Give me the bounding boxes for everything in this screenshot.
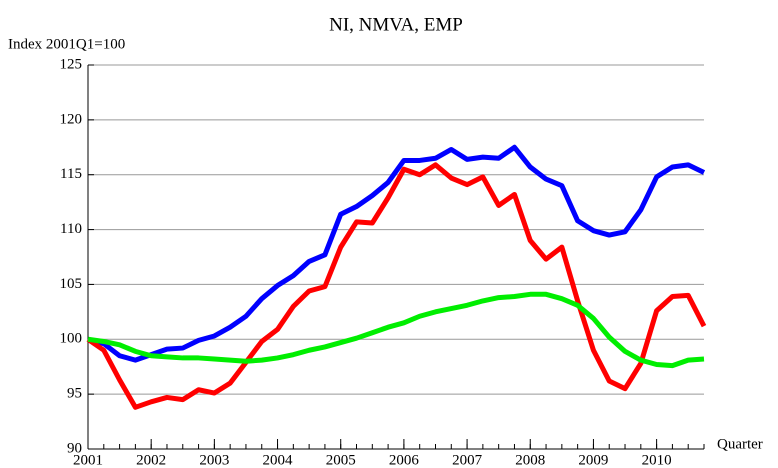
chart-title: NI, NMVA, EMP <box>329 14 463 35</box>
x-tick-label: 2007 <box>452 452 483 468</box>
x-tick-label: 2005 <box>326 452 356 468</box>
x-tick-label: 2009 <box>578 452 608 468</box>
x-tick-label: 2008 <box>515 452 545 468</box>
series-line <box>86 162 707 410</box>
y-tick-label: 115 <box>60 166 82 182</box>
y-tick-label: 125 <box>60 56 83 72</box>
x-tick-label: 2003 <box>199 452 229 468</box>
y-tick-label: 95 <box>67 386 82 402</box>
y-tick-label: 90 <box>67 440 82 456</box>
series-line <box>87 291 705 369</box>
x-tick-label: 2004 <box>263 452 294 468</box>
y-tick-label: 100 <box>60 331 83 347</box>
x-tick-label: 2002 <box>136 452 166 468</box>
x-tick-label: 2006 <box>389 452 420 468</box>
x-axis-label: Quarter <box>717 436 763 452</box>
y-tick-label: 110 <box>60 221 82 237</box>
y-axis-label: Index 2001Q1=100 <box>8 36 125 52</box>
series-line <box>87 144 706 363</box>
x-tick-label: 2010 <box>642 452 672 468</box>
y-tick-label: 105 <box>60 276 83 292</box>
y-tick-label: 120 <box>60 111 83 127</box>
x-tick-label: 2001 <box>73 452 103 468</box>
